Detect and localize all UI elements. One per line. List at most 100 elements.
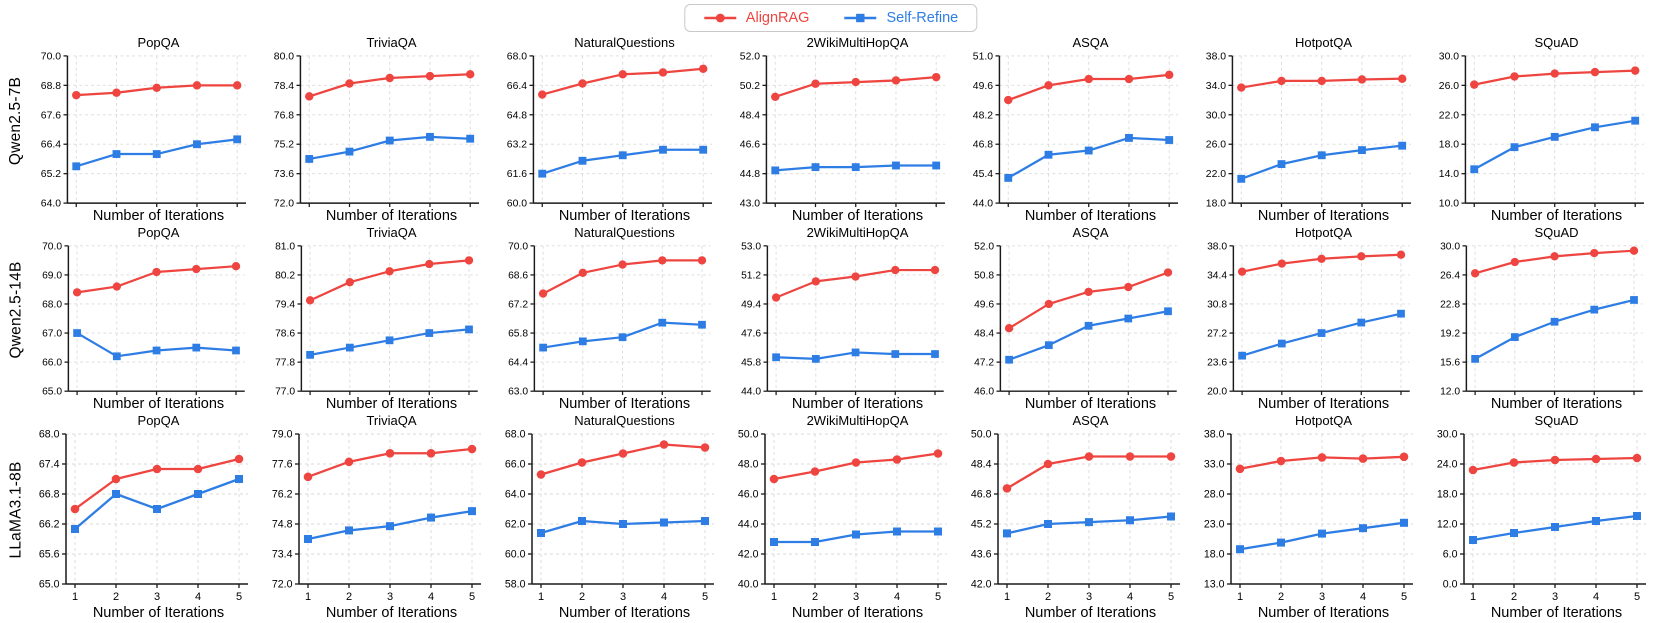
x-axis-label: Number of Iterations	[791, 208, 924, 224]
x-tick-label: 2	[1278, 591, 1284, 603]
y-tick-label: 50.8	[974, 270, 994, 281]
x-tick-label: 4	[428, 591, 434, 603]
series-alignrag	[72, 262, 241, 297]
series-alignrag	[1237, 250, 1406, 276]
line-chart: 60.0 61.6 63.2 64.8 66.4 68.0	[507, 51, 713, 209]
line-chart: 13.0 18.0 23.0 28.0 33.0 38.0 1 2 3 4 5	[1204, 429, 1413, 603]
line-chart: 44.0 45.8 47.6 49.4 51.2 53.0	[741, 241, 944, 397]
y-tick-label: 18.0	[1439, 140, 1459, 151]
series-alignrag	[1002, 452, 1176, 493]
subplot-naturalquestions-qwen2-5-14b: NaturalQuestions 63.0 64.4 65.8 67.2 68.6 70.0…	[494, 224, 727, 412]
y-tick-label: 30.8	[1207, 299, 1227, 310]
y-tick-label: 19.2	[1440, 329, 1460, 340]
row-label-qwen2-5-14b: Qwen2.5-14B	[4, 224, 28, 412]
y-tick-label: 68.0	[42, 299, 62, 310]
row-label-text: LLaMA3.1-8B	[7, 461, 25, 558]
series-self-refine	[305, 132, 475, 163]
row-label-qwen2-5-7b: Qwen2.5-7B	[4, 34, 28, 224]
y-tick-label: 23.0	[1204, 519, 1225, 531]
subplot-hotpotqa-qwen2-5-7b: HotpotQA 18.0 22.0 26.0 30.0 34.0 38.0 Number o…	[1193, 34, 1426, 224]
y-tick-label: 72.0	[272, 579, 293, 591]
y-tick-label: 22.8	[1440, 299, 1460, 310]
x-tick-label: 2	[1511, 591, 1517, 603]
line-chart: 43.0 44.8 46.6 48.4 50.2 52.0	[740, 51, 946, 209]
y-tick-label: 65.8	[508, 329, 528, 340]
y-tick-label: 34.0	[1206, 81, 1226, 92]
charts-grid: Qwen2.5-7B PopQA 64.0 65.2 66.4 67.6 68.8 70.0 N…	[4, 34, 1659, 623]
y-tick-label: 51.0	[973, 51, 993, 62]
y-tick-label: 15.6	[1440, 358, 1460, 369]
series-self-refine	[72, 135, 242, 171]
subplot-hotpotqa-qwen2-5-14b: HotpotQA 20.0 23.6 27.2 30.8 34.4 38.0 Number o…	[1193, 224, 1426, 412]
line-chart: 44.0 45.4 46.8 48.2 49.6 51.0	[973, 51, 1179, 209]
y-tick-label: 46.0	[974, 387, 994, 397]
x-axis-label: Number of Iterations	[1490, 605, 1623, 621]
x-axis-label: Number of Iterations	[1257, 208, 1390, 224]
y-tick-label: 66.8	[39, 489, 60, 501]
series-alignrag	[1470, 66, 1640, 89]
series-self-refine	[1004, 133, 1174, 182]
row-label-text: Qwen2.5-14B	[7, 261, 25, 359]
legend: AlignRAG Self-Refine	[683, 4, 978, 32]
x-axis-label: Number of Iterations	[1024, 605, 1157, 621]
subplot-popqa-qwen2-5-14b: PopQA 65.0 66.0 67.0 68.0 69.0 70.0 Number of I…	[28, 224, 261, 412]
y-tick-label: 78.4	[274, 81, 294, 92]
y-tick-label: 77.6	[272, 459, 293, 471]
y-tick-label: 80.0	[274, 51, 294, 62]
y-tick-label: 44.0	[973, 199, 993, 209]
y-tick-label: 38.0	[1204, 429, 1225, 441]
y-tick-label: 60.0	[505, 549, 526, 561]
subplot-title: PopQA	[137, 413, 180, 428]
series-alignrag	[305, 70, 475, 101]
x-tick-label: 4	[894, 591, 900, 603]
y-tick-label: 38.0	[1207, 241, 1227, 252]
x-tick-label: 2	[1045, 591, 1051, 603]
self-refine-line-square-icon	[844, 13, 877, 23]
y-tick-label: 30.0	[1206, 110, 1226, 121]
series-alignrag	[1004, 268, 1173, 333]
series-alignrag	[1468, 453, 1642, 475]
series-alignrag	[1004, 70, 1174, 105]
x-tick-label: 4	[195, 591, 201, 603]
subplot-title: ASQA	[1072, 225, 1109, 240]
x-tick-label: 1	[1004, 591, 1010, 603]
subplot-title: PopQA	[137, 225, 180, 240]
subplot-title: NaturalQuestions	[574, 413, 675, 428]
y-tick-label: 53.0	[741, 241, 761, 252]
series-self-refine	[770, 527, 942, 546]
y-tick-label: 66.2	[39, 519, 60, 531]
y-tick-label: 42.0	[971, 579, 992, 591]
y-tick-label: 12.0	[1437, 519, 1458, 531]
subplot-2wikimultihopqa-llama3-1-8b: 2WikiMultiHopQA 40.0 42.0 44.0 46.0 48.0 50.0 1…	[727, 412, 960, 623]
x-axis-label: Number of Iterations	[791, 605, 924, 621]
series-alignrag	[305, 256, 474, 305]
y-tick-label: 65.0	[42, 387, 62, 397]
series-alignrag	[771, 72, 941, 102]
y-tick-label: 63.2	[507, 140, 527, 151]
y-tick-label: 76.2	[272, 489, 293, 501]
x-tick-label: 2	[812, 591, 818, 603]
y-tick-label: 61.6	[507, 169, 527, 180]
y-tick-label: 68.0	[39, 429, 60, 441]
y-tick-label: 65.2	[41, 169, 61, 180]
x-axis-label: Number of Iterations	[325, 396, 458, 412]
y-tick-label: 77.0	[275, 387, 295, 397]
subplot-title: PopQA	[137, 35, 180, 50]
line-chart: 65.0 65.6 66.2 66.8 67.4 68.0 1 2 3 4 5	[39, 429, 248, 603]
y-tick-label: 64.0	[41, 199, 61, 209]
x-tick-label: 5	[469, 591, 475, 603]
x-axis-label: Number of Iterations	[325, 605, 458, 621]
y-tick-label: 49.6	[974, 299, 994, 310]
x-tick-label: 1	[1237, 591, 1243, 603]
subplot-title: 2WikiMultiHopQA	[806, 35, 909, 50]
y-tick-label: 72.0	[274, 199, 294, 209]
x-axis-label: Number of Iterations	[92, 208, 225, 224]
y-tick-label: 43.0	[740, 199, 760, 209]
x-tick-label: 4	[1127, 591, 1133, 603]
y-tick-label: 45.2	[971, 519, 992, 531]
y-tick-label: 68.0	[505, 429, 526, 441]
y-tick-label: 49.6	[973, 81, 993, 92]
subplot-title: ASQA	[1072, 35, 1109, 50]
y-tick-label: 64.8	[507, 110, 527, 121]
y-tick-label: 18.0	[1204, 549, 1225, 561]
